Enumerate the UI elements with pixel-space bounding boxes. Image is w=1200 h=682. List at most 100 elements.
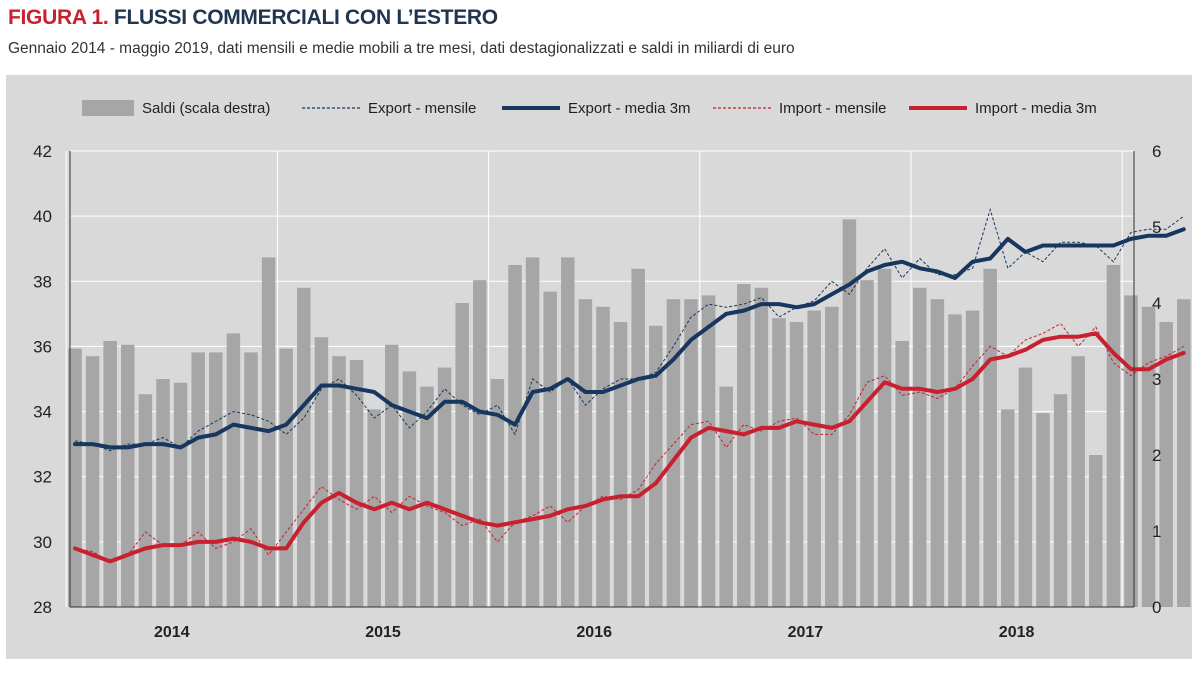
- saldi-bar: [578, 299, 593, 607]
- saldi-bar: [121, 344, 135, 607]
- x-year-label: 2017: [788, 624, 824, 641]
- saldi-bar: [191, 352, 205, 607]
- y-right-tick-label: 3: [1152, 370, 1161, 389]
- saldi-bar: [965, 310, 980, 607]
- saldi-bar: [508, 265, 522, 607]
- y-left-tick-label: 28: [33, 598, 52, 617]
- saldi-bar: [1071, 356, 1085, 607]
- y-right-tick-label: 1: [1152, 522, 1161, 541]
- chart-panel: Saldi (scala destra) Export - mensile Expo…: [6, 75, 1192, 659]
- y-left-tick-label: 40: [33, 207, 52, 226]
- saldi-bar: [244, 352, 258, 607]
- saldi-bar: [473, 280, 487, 607]
- saldi-bar: [385, 344, 399, 607]
- x-year-label: 2018: [999, 624, 1035, 641]
- y-left-tick-label: 38: [33, 272, 52, 291]
- y-left-tick-label: 42: [33, 142, 52, 161]
- saldi-bar: [895, 341, 909, 607]
- legend-item-import_ma: Import - media 3m: [909, 100, 1097, 117]
- saldi-bar: [1124, 295, 1138, 607]
- saldi-bar: [437, 367, 452, 607]
- series-lines: [73, 207, 1186, 564]
- y-right-tick-label: 2: [1152, 446, 1161, 465]
- saldi-bar: [455, 303, 469, 607]
- saldi-bar: [613, 322, 628, 607]
- saldi-bar: [490, 379, 505, 607]
- saldi-bar: [209, 352, 223, 607]
- y-right-tick-label: 0: [1152, 598, 1161, 617]
- y-right-tick-label: 6: [1152, 142, 1161, 161]
- legend-label: Export - mensile: [368, 100, 476, 117]
- saldi-bar: [842, 219, 857, 607]
- saldi-bar: [666, 299, 681, 607]
- saldi-bar: [1018, 367, 1033, 607]
- saldi-bar: [297, 287, 311, 607]
- saldi-bar: [525, 257, 540, 607]
- figure-title-text: FLUSSI COMMERCIALI CON L’ESTERO: [113, 6, 498, 29]
- saldi-bar: [349, 360, 364, 607]
- saldi-bar: [173, 382, 188, 607]
- saldi-bar: [1177, 299, 1191, 607]
- saldi-bar: [1089, 455, 1103, 607]
- legend-label: Saldi (scala destra): [142, 100, 270, 117]
- saldi-bar: [983, 268, 997, 607]
- saldi-bar: [649, 325, 663, 607]
- legend-item-export_m: Export - mensile: [302, 100, 476, 117]
- saldi-bar: [156, 379, 170, 607]
- saldi-bar: [825, 306, 839, 607]
- saldi-bar: [754, 287, 769, 607]
- saldi-bar: [314, 337, 329, 607]
- chart-legend: Saldi (scala destra) Export - mensile Expo…: [82, 100, 1097, 117]
- saldi-bar: [1036, 413, 1050, 607]
- y-left-tick-label: 30: [33, 533, 52, 552]
- saldi-bar: [860, 280, 874, 607]
- x-year-label: 2016: [576, 624, 612, 641]
- saldi-bar: [420, 386, 434, 607]
- saldi-bar: [631, 268, 645, 607]
- saldi-bar: [596, 306, 610, 607]
- figure-subtitle: Gennaio 2014 - maggio 2019, dati mensili…: [8, 40, 795, 57]
- import-ma3-line: [73, 331, 1186, 564]
- saldi-bar: [930, 299, 945, 607]
- saldi-bar: [543, 291, 557, 607]
- legend-item-saldi: Saldi (scala destra): [82, 100, 270, 117]
- saldi-bar: [1141, 306, 1156, 607]
- saldi-bar: [789, 322, 804, 607]
- legend-item-export_ma: Export - media 3m: [502, 100, 691, 117]
- saldi-bar: [1001, 409, 1015, 607]
- legend-label: Export - media 3m: [568, 100, 691, 117]
- legend-label: Import - mensile: [779, 100, 887, 117]
- saldi-bar: [737, 284, 751, 607]
- saldi-bar: [68, 348, 82, 607]
- export-monthly-line: [74, 207, 1185, 452]
- saldi-bar: [913, 287, 927, 607]
- trade-flows-chart: Saldi (scala destra) Export - mensile Expo…: [33, 100, 1191, 641]
- saldi-bar: [85, 356, 100, 607]
- saldi-bar: [772, 318, 786, 607]
- figure-number: FIGURA 1.: [8, 6, 109, 29]
- saldi-bar: [402, 371, 417, 607]
- saldi-bar: [226, 333, 241, 607]
- legend-label: Import - media 3m: [975, 100, 1097, 117]
- saldi-bar: [877, 268, 892, 607]
- saldi-bar: [138, 394, 153, 607]
- y-left-tick-label: 32: [33, 468, 52, 487]
- figure-title: FIGURA 1. FLUSSI COMMERCIALI CON L’ESTER…: [8, 6, 498, 30]
- saldi-bar: [1159, 322, 1173, 607]
- y-right-tick-label: 5: [1152, 218, 1161, 237]
- x-year-label: 2015: [365, 624, 401, 641]
- saldi-bar: [103, 341, 117, 607]
- y-right-tick-label: 4: [1152, 294, 1161, 313]
- saldi-bar: [1053, 394, 1068, 607]
- saldi-bar: [701, 295, 716, 607]
- legend-item-import_m: Import - mensile: [713, 100, 887, 117]
- x-year-label: 2014: [154, 624, 190, 641]
- saldi-bar: [332, 356, 346, 607]
- saldi-bar: [1106, 265, 1121, 607]
- saldi-bar: [684, 299, 698, 607]
- legend-swatch: [82, 100, 134, 116]
- saldi-bar: [807, 310, 821, 607]
- y-left-tick-label: 36: [33, 337, 52, 356]
- saldi-bar: [279, 348, 293, 607]
